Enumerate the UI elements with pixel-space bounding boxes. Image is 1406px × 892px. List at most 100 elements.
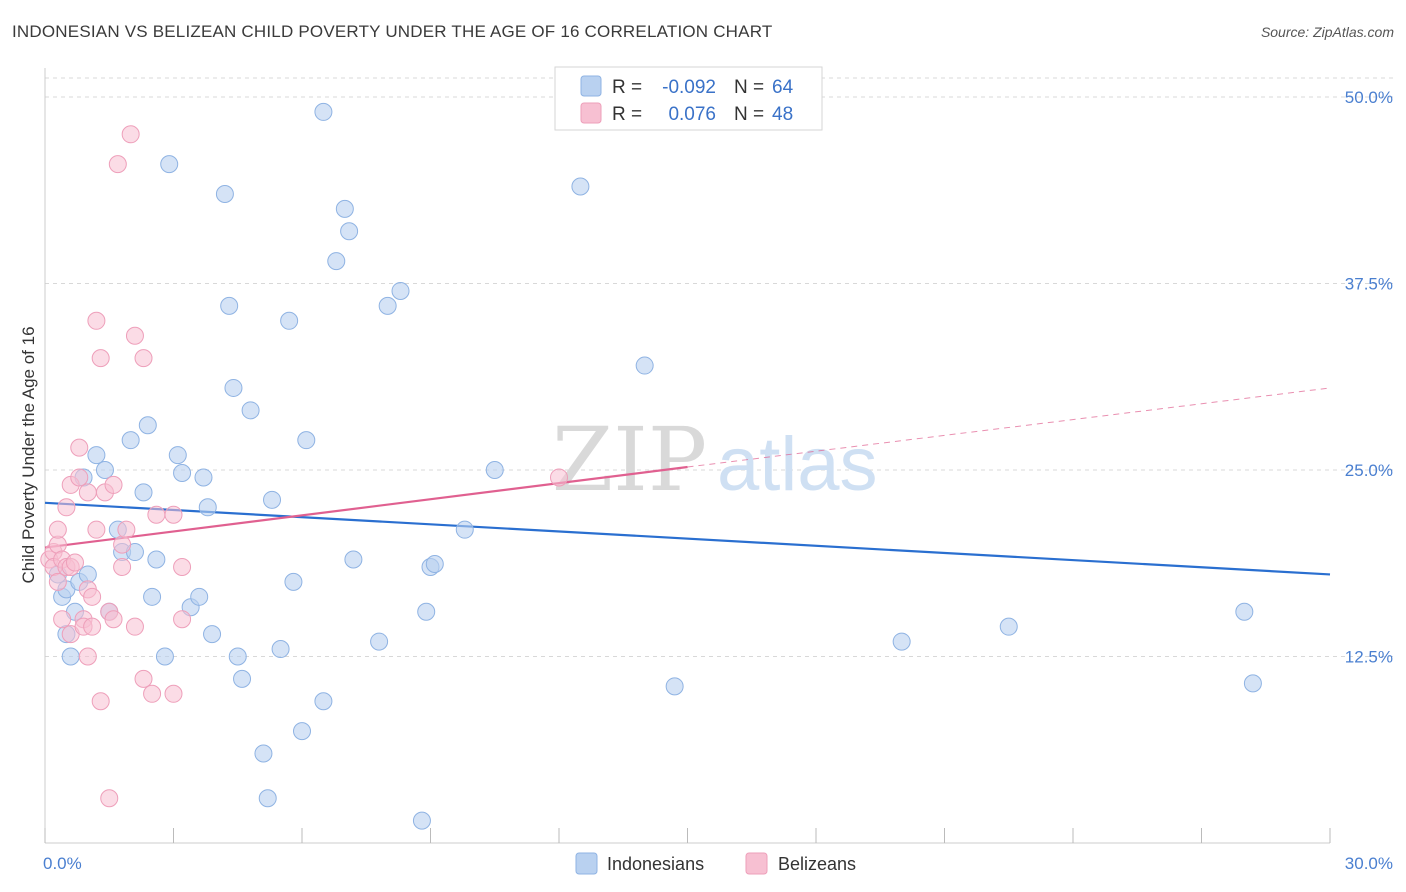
point-indonesians [284, 572, 303, 591]
point-belizeans [125, 326, 144, 345]
point-indonesians [665, 677, 684, 696]
legend-swatch-indonesians-bottom [575, 852, 598, 875]
y-tick-labels: 12.5% 25.0% 37.5% 50.0% [1345, 88, 1393, 667]
y-tick-label: 25.0% [1345, 461, 1393, 480]
point-belizeans [87, 311, 106, 330]
point-indonesians [138, 416, 157, 435]
point-belizeans [125, 617, 144, 636]
point-belizeans [173, 557, 192, 576]
point-indonesians [378, 296, 397, 315]
point-indonesians [61, 647, 80, 666]
point-belizeans [143, 684, 162, 703]
legend-swatch-indonesians [580, 75, 602, 97]
point-indonesians [327, 252, 346, 271]
legend-r-value-1: -0.092 [662, 77, 716, 98]
series-belizeans [40, 125, 568, 808]
point-indonesians [1243, 674, 1262, 693]
point-indonesians [233, 669, 252, 688]
point-belizeans [70, 438, 89, 457]
point-indonesians [194, 468, 213, 487]
point-belizeans [134, 669, 153, 688]
point-belizeans [87, 520, 106, 539]
axes [44, 68, 1331, 844]
point-belizeans [57, 498, 76, 517]
point-belizeans [104, 610, 123, 629]
point-belizeans [91, 349, 110, 368]
point-indonesians [425, 554, 444, 573]
trend-lines [44, 387, 1331, 576]
point-indonesians [335, 199, 354, 218]
point-belizeans [78, 483, 97, 502]
point-indonesians [263, 490, 282, 509]
y-tick-label: 37.5% [1345, 275, 1393, 294]
y-tick-label: 12.5% [1345, 648, 1393, 667]
point-indonesians [198, 498, 217, 517]
chart-title: INDONESIAN VS BELIZEAN CHILD POVERTY UND… [12, 22, 773, 41]
trend-line-belizeans-extension [687, 387, 1331, 468]
legend-r-label-2: R = [612, 104, 642, 125]
point-indonesians [241, 401, 260, 420]
point-belizeans [113, 535, 132, 554]
point-indonesians [293, 722, 311, 741]
point-belizeans [78, 647, 97, 666]
trend-line-indonesians [44, 501, 1331, 576]
grid-lines [45, 77, 1395, 657]
point-indonesians [344, 550, 363, 569]
point-indonesians [280, 311, 299, 330]
point-indonesians [485, 461, 504, 479]
point-indonesians [147, 550, 166, 569]
point-indonesians [220, 296, 239, 315]
point-indonesians [258, 789, 277, 808]
y-tick-label: 50.0% [1345, 88, 1393, 107]
point-belizeans [104, 475, 123, 494]
point-belizeans [48, 572, 67, 591]
source-label: Source: ZipAtlas.com [1260, 24, 1394, 40]
point-belizeans [147, 505, 166, 524]
legend-swatch-belizeans [580, 102, 602, 124]
point-indonesians [999, 617, 1018, 636]
point-indonesians [297, 431, 316, 450]
watermark-atlas: atlas [717, 422, 878, 507]
legend-n-value-1: 64 [772, 77, 794, 98]
legend-r-label-1: R = [612, 77, 642, 98]
point-indonesians [190, 587, 209, 606]
point-belizeans [108, 155, 127, 174]
point-belizeans [173, 610, 192, 629]
point-indonesians [417, 602, 436, 621]
point-indonesians [134, 483, 153, 502]
point-belizeans [70, 468, 89, 487]
point-indonesians [1235, 602, 1254, 621]
point-indonesians [455, 520, 474, 539]
point-indonesians [215, 184, 234, 203]
point-indonesians [95, 461, 114, 479]
point-belizeans [121, 125, 140, 144]
watermark: ZIP atlas [552, 408, 878, 511]
point-indonesians [87, 446, 106, 465]
point-belizeans [117, 520, 136, 539]
x-tick-label: 30.0% [1345, 854, 1393, 873]
point-indonesians [314, 692, 333, 711]
x-tick-labels: 0.0% 30.0% [43, 854, 1393, 873]
point-indonesians [571, 177, 590, 196]
series-legend: Indonesians Belizeans [575, 852, 856, 875]
point-indonesians [203, 625, 222, 644]
point-indonesians [121, 431, 140, 450]
point-belizeans [134, 349, 153, 368]
point-indonesians [143, 587, 162, 606]
legend-label-indonesians: Indonesians [607, 854, 704, 874]
point-indonesians [254, 744, 273, 763]
legend-n-label-2: N = [734, 104, 764, 125]
point-indonesians [155, 647, 174, 666]
point-indonesians [228, 647, 247, 666]
legend-r-value-2: 0.076 [668, 104, 716, 125]
legend-swatch-belizeans-bottom [745, 852, 768, 875]
x-tick-label: 0.0% [43, 854, 82, 873]
point-belizeans [100, 789, 119, 808]
point-belizeans [53, 610, 72, 629]
point-indonesians [635, 356, 654, 375]
point-belizeans [48, 520, 67, 539]
point-belizeans [65, 553, 84, 572]
point-indonesians [173, 463, 192, 482]
point-belizeans [164, 505, 183, 524]
